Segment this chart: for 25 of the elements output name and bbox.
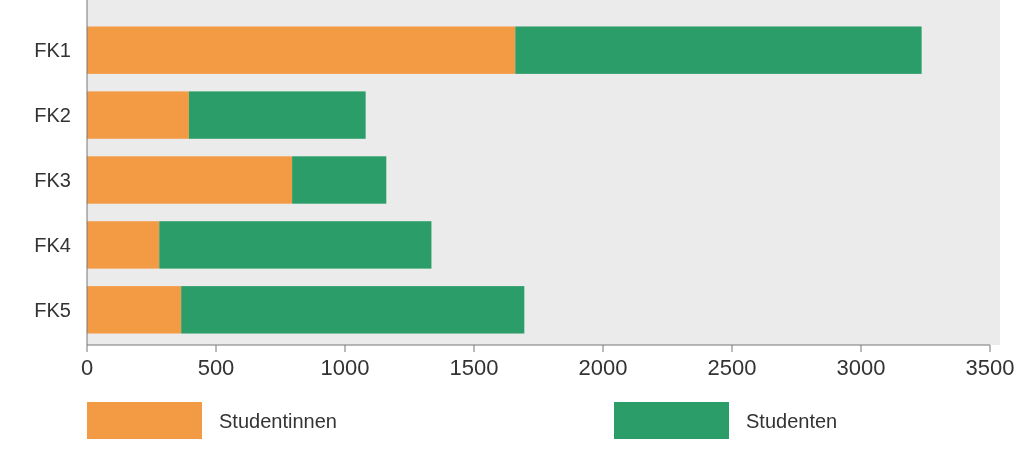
x-tick-label: 3000 xyxy=(836,355,886,380)
x-tick-label: 3500 xyxy=(965,355,1015,380)
bar xyxy=(87,26,516,74)
bar xyxy=(188,91,366,139)
bar xyxy=(292,156,387,204)
bar xyxy=(87,286,182,334)
text: Studentinnen xyxy=(219,410,337,432)
bar xyxy=(87,91,189,139)
bar xyxy=(515,26,922,74)
y-tick-label: FK3 xyxy=(34,169,71,191)
x-tick-label: 2500 xyxy=(707,355,757,380)
bar xyxy=(87,221,160,269)
y-tick-label: FK2 xyxy=(34,104,71,127)
bar xyxy=(159,221,432,269)
x-tick-label: 1000 xyxy=(320,355,370,380)
y-tick-label: FK4 xyxy=(34,233,71,256)
bar xyxy=(87,156,293,204)
y-tick-label: FK5 xyxy=(34,298,71,321)
x-tick-label: 500 xyxy=(197,355,235,380)
text: Studenten xyxy=(746,410,838,432)
x-tick-label: 0 xyxy=(80,355,94,380)
x-tick-label: 1500 xyxy=(449,355,499,380)
bar xyxy=(181,286,525,334)
y-tick-label: FK1 xyxy=(34,39,71,62)
x-tick-label: 2000 xyxy=(578,355,628,380)
